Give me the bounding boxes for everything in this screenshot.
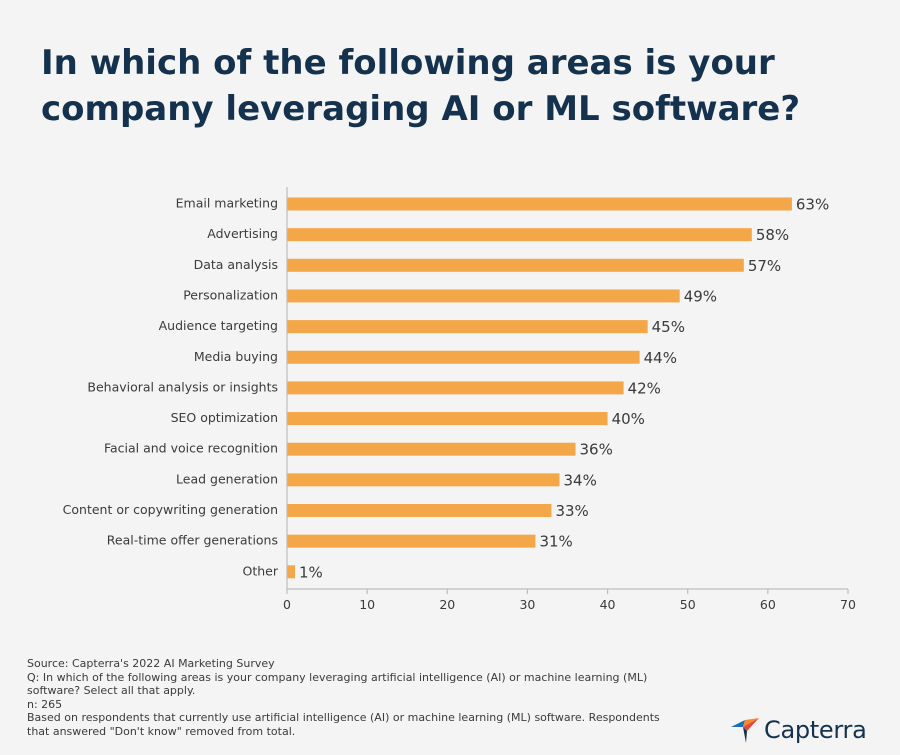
x-tick-label: 50 [680,597,696,612]
x-tick-label: 60 [760,597,776,612]
question-note-line1: Q: In which of the following areas is yo… [27,670,648,684]
category-label: Media buying [194,349,278,364]
value-label: 36% [580,441,613,459]
x-tick-label: 10 [359,597,375,612]
value-label: 57% [748,257,781,275]
category-label: Content or copywriting generation [63,502,278,517]
bar [287,350,640,364]
category-label: Audience targeting [159,318,278,333]
value-label: 33% [555,502,588,520]
value-label: 42% [628,379,661,397]
x-ticks: 0 10 20 30 40 50 60 70 [283,589,856,612]
sample-size-note: n: 265 [27,697,63,711]
bar [287,381,624,395]
value-label: 40% [612,410,645,428]
capterra-logo: Capterra [730,712,867,748]
x-tick-label: 70 [840,597,856,612]
category-label: Email marketing [176,196,278,211]
value-label: 45% [652,318,685,336]
bar [287,197,792,211]
value-label: 34% [563,471,596,489]
category-label: Lead generation [176,471,278,486]
logo-text: Capterra [764,716,867,744]
question-note-line2: software? Select all that apply. [27,684,196,698]
methodology-note-line1: Based on respondents that currently use … [27,711,660,725]
bar [287,320,648,334]
chart-title: In which of the following areas is your … [41,43,801,129]
bar [287,534,536,548]
capterra-arrow-icon [731,718,759,743]
bar [287,442,576,456]
category-label: Facial and voice recognition [104,441,278,456]
value-label: 49% [684,287,717,305]
category-label: Real-time offer generations [107,533,278,548]
bars-layer: Email marketing 63% Advertising 58% Data ana… [63,196,830,582]
category-label: Behavioral analysis or insights [87,379,278,394]
bar [287,289,680,303]
bar [287,258,744,272]
x-tick-label: 20 [439,597,455,612]
x-tick-label: 0 [283,597,291,612]
x-tick-label: 40 [600,597,616,612]
x-tick-label: 30 [519,597,535,612]
value-label: 1% [299,563,323,581]
bar [287,412,608,426]
category-label: Advertising [207,226,278,241]
category-label: Personalization [183,287,278,302]
category-label: Other [243,563,279,578]
bar [287,228,752,242]
category-label: SEO optimization [171,410,278,425]
value-label: 63% [796,196,829,214]
bar-chart: Email marketing 63% Advertising 58% Data ana… [63,187,856,612]
category-label: Data analysis [194,257,278,272]
value-label: 58% [756,226,789,244]
bar [287,504,552,517]
source-note: Source: Capterra's 2022 AI Marketing Sur… [27,657,275,670]
value-label: 44% [644,349,677,367]
methodology-note-line2: that answered "Don't know" removed from … [27,724,296,738]
bar [287,565,296,579]
bar [287,473,560,487]
value-label: 31% [539,533,572,551]
chart-footer: Source: Capterra's 2022 AI Marketing Sur… [27,657,707,739]
